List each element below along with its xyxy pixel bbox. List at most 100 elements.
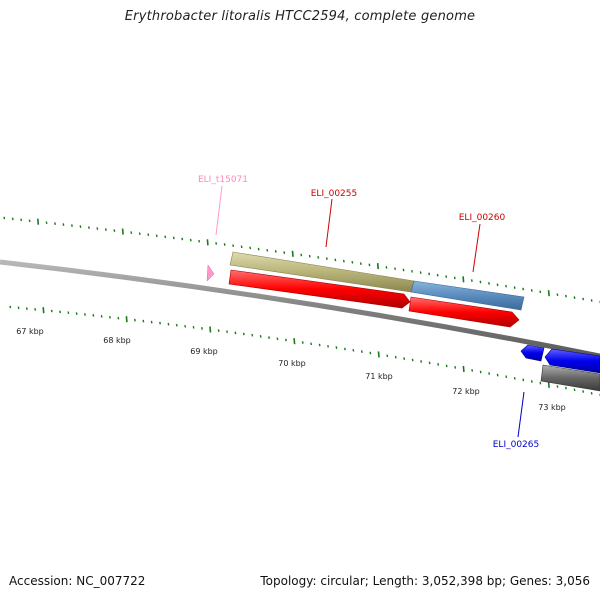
inner-minor-tick [318,343,321,347]
inner-minor-tick [67,311,70,315]
inner-minor-tick [394,355,397,359]
outer-minor-tick [240,245,243,249]
feature-label-eli-00265[interactable]: ELI_00265 [493,440,540,450]
inner-minor-tick [386,354,389,358]
inner-minor-tick [25,307,28,310]
inner-minor-tick [403,357,406,360]
inner-minor-tick [420,360,423,363]
inner-minor-tick [192,325,195,329]
inner-minor-tick [234,331,237,335]
outer-minor-tick [62,223,65,226]
inner-minor-tick [9,305,12,309]
inner-minor-tick [437,363,440,366]
inner-minor-tick [242,332,245,336]
cds-eli-00255-inner[interactable] [228,269,411,309]
outer-minor-tick [172,236,175,240]
cds-gray-feature[interactable] [540,364,600,392]
outer-minor-tick [45,221,48,225]
outer-minor-tick [530,289,533,292]
outer-minor-tick [274,250,277,253]
inner-major-tick [547,381,550,388]
outer-minor-tick [11,217,14,221]
inner-minor-tick [285,338,287,342]
outer-minor-tick [181,237,184,241]
inner-minor-tick [488,372,491,375]
cds-eli-00260-inner[interactable] [408,296,520,328]
scale-label-72kbp: 72 kbp [452,387,480,396]
inner-minor-tick [75,312,78,315]
inner-minor-tick [17,306,20,310]
inner-minor-tick [496,373,499,377]
inner-minor-tick [84,313,86,316]
outer-minor-tick [419,271,422,274]
inner-minor-tick [50,309,53,313]
outer-minor-tick [223,243,226,246]
inner-minor-tick [590,391,593,395]
outer-minor-tick [28,219,31,223]
outer-minor-tick [359,262,362,265]
inner-minor-tick [445,364,448,368]
inner-minor-tick [142,319,145,323]
outer-minor-tick [155,234,158,238]
outer-major-tick [121,228,124,235]
inner-minor-tick [335,346,338,349]
outer-minor-tick [130,231,133,234]
scale-label-70kbp: 70 kbp [278,359,306,368]
inner-minor-tick [565,386,567,390]
feature-label-eli-t15071[interactable]: ELI_t15071 [198,175,248,185]
leader-line-eli-00260 [472,223,481,273]
outer-minor-tick [54,222,56,225]
inner-minor-tick [134,318,136,322]
outer-minor-tick [3,216,6,220]
outer-minor-tick [488,282,490,285]
outer-minor-tick [138,232,141,236]
outer-minor-tick [104,228,107,231]
inner-minor-tick [573,388,576,392]
inner-minor-tick [217,329,220,332]
outer-major-tick [376,263,379,270]
inner-minor-tick [159,321,161,325]
inner-minor-tick [360,350,363,353]
cds-eli-00265[interactable] [544,348,600,374]
inner-minor-tick [301,341,304,344]
inner-minor-tick [454,366,457,369]
outer-minor-tick [113,229,116,232]
trna-eli-t15071[interactable] [206,264,215,282]
inner-major-tick [462,365,465,372]
outer-minor-tick [283,251,286,254]
inner-minor-tick [59,310,61,314]
outer-minor-tick [453,276,456,280]
feature-label-eli-00255[interactable]: ELI_00255 [311,189,358,199]
inner-minor-tick [352,348,355,352]
outer-minor-tick [496,283,499,287]
outer-minor-tick [198,239,201,243]
outer-minor-tick [385,266,388,269]
inner-minor-tick [167,322,170,326]
inner-minor-tick [522,378,525,382]
outer-major-tick [547,290,550,297]
inner-minor-tick [505,375,508,379]
feature-label-eli-00260[interactable]: ELI_00260 [459,213,506,223]
inner-minor-tick [268,336,270,339]
cds-eli-00265-fragment[interactable] [520,344,545,362]
cds-eli-00260-outer[interactable] [410,280,525,311]
outer-minor-tick [428,272,431,276]
outer-minor-tick [436,273,439,277]
outer-minor-tick [20,218,23,222]
scale-label-73kbp: 73 kbp [538,403,566,412]
inner-minor-tick [201,327,203,330]
outer-minor-tick [232,244,235,248]
outer-minor-tick [308,254,311,258]
inner-minor-tick [539,381,542,385]
inner-major-tick [293,338,296,345]
outer-minor-tick [582,297,585,301]
accession-label: Accession: NC_007722 [9,574,146,588]
outer-minor-tick [513,286,516,289]
inner-minor-tick [369,351,372,355]
inner-major-tick [209,326,212,333]
inner-minor-tick [276,337,279,341]
inner-minor-tick [184,324,187,328]
leader-line-eli-t15071 [215,185,223,236]
topology-summary: Topology: circular; Length: 3,052,398 bp… [260,574,590,588]
